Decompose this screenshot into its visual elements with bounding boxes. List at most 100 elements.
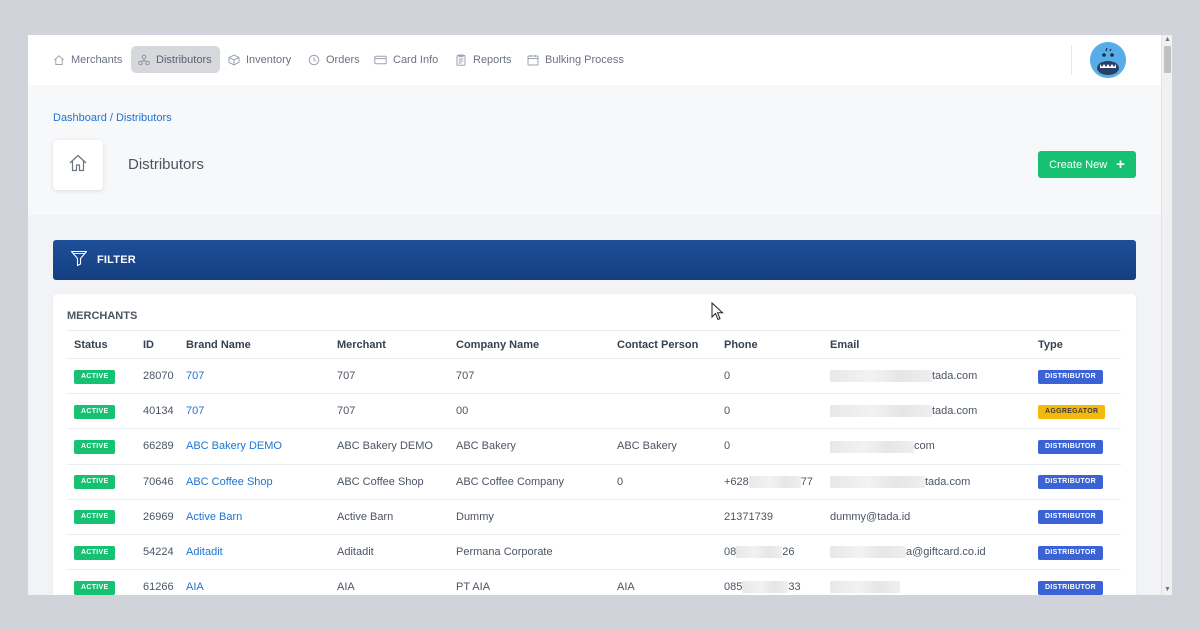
page-icon-tile xyxy=(53,140,103,190)
phone-suffix: 77 xyxy=(800,475,814,488)
nav-item-label: Card Info xyxy=(393,53,439,66)
table-row[interactable]: ACTIVE 26969 Active Barn Active Barn Dum… xyxy=(67,499,1121,535)
scroll-down-arrow-icon[interactable]: ▼ xyxy=(1164,586,1171,593)
brand-link[interactable]: Aditadit xyxy=(179,534,330,571)
cell-phone: 085 33 xyxy=(717,569,823,595)
table-row[interactable]: ACTIVE 54224 Aditadit Aditadit Permana C… xyxy=(67,534,1121,571)
column-header-email[interactable]: Email xyxy=(823,330,1031,359)
home-icon xyxy=(68,153,88,178)
nav-item-card-info[interactable]: Card Info xyxy=(368,46,446,73)
column-header-contact-person[interactable]: Contact Person xyxy=(610,330,717,359)
brand-link[interactable]: 707 xyxy=(179,393,330,430)
nav-item-bulking-process[interactable]: Bulking Process xyxy=(520,46,632,73)
table-row[interactable]: ACTIVE 40134 707 707 00 0 tada.com AGGRE… xyxy=(67,393,1121,430)
cell-phone: 0 xyxy=(717,393,823,430)
status-badge: ACTIVE xyxy=(74,439,116,454)
merchants-table: Status ID Brand Name Merchant Company Na… xyxy=(67,330,1121,595)
table-row[interactable]: ACTIVE 28070 707 707 707 0 tada.com DIST… xyxy=(67,358,1121,395)
column-header-brand-name[interactable]: Brand Name xyxy=(179,330,330,359)
email-suffix: tada.com xyxy=(932,370,978,383)
home-icon xyxy=(52,53,65,66)
nav-item-orders[interactable]: Orders xyxy=(301,46,368,73)
cell-contact: ABC Bakery xyxy=(610,428,717,465)
cell-phone: 08 26 xyxy=(717,534,823,571)
column-header-company-name[interactable]: Company Name xyxy=(449,330,610,359)
card-title: MERCHANTS xyxy=(67,310,138,322)
column-header-id[interactable]: ID xyxy=(136,330,179,359)
nav-item-inventory[interactable]: Inventory xyxy=(221,46,299,73)
redacted-text xyxy=(830,581,900,594)
table-row[interactable]: ACTIVE 66289 ABC Bakery DEMO ABC Bakery … xyxy=(67,428,1121,465)
scroll-up-arrow-icon[interactable]: ▲ xyxy=(1164,36,1171,43)
cell-email: tada.com xyxy=(823,393,1031,430)
cell-contact: AIA xyxy=(610,569,717,595)
cell-phone: 0 xyxy=(717,428,823,465)
table-row[interactable]: ACTIVE 70646 ABC Coffee Shop ABC Coffee … xyxy=(67,464,1121,500)
type-badge: DISTRIBUTOR xyxy=(1038,369,1104,384)
status-badge: ACTIVE xyxy=(74,369,116,384)
cell-contact xyxy=(610,358,717,395)
phone-suffix: 33 xyxy=(788,581,801,594)
page-title: Distributors xyxy=(128,156,204,173)
brand-link[interactable]: ABC Bakery DEMO xyxy=(179,428,330,465)
nav-divider xyxy=(1071,45,1072,75)
nav-item-distributors[interactable]: Distributors xyxy=(131,46,220,73)
nav-item-label: Inventory xyxy=(246,53,292,66)
scrollbar-thumb[interactable] xyxy=(1164,46,1171,73)
type-badge: DISTRIBUTOR xyxy=(1038,545,1104,560)
mouse-pointer-icon xyxy=(711,302,724,321)
cell-merchant: Active Barn xyxy=(330,499,449,535)
nav-item-merchants[interactable]: Merchants xyxy=(46,46,130,73)
brand-link[interactable]: Active Barn xyxy=(179,499,330,535)
status-badge: ACTIVE xyxy=(74,510,116,525)
redacted-text xyxy=(830,405,932,418)
cell-contact xyxy=(610,393,717,430)
brand-link[interactable]: ABC Coffee Shop xyxy=(179,464,330,500)
redacted-text xyxy=(748,475,801,488)
cell-email xyxy=(823,569,1031,595)
clock-icon xyxy=(307,53,320,66)
column-header-merchant[interactable]: Merchant xyxy=(330,330,449,359)
cell-company: ABC Coffee Company xyxy=(449,464,610,500)
cell-id: 70646 xyxy=(136,464,179,500)
cell-phone: +628 77 xyxy=(717,464,823,500)
cell-contact xyxy=(610,534,717,571)
nav-item-label: Reports xyxy=(473,53,512,66)
cell-company: Permana Corporate xyxy=(449,534,610,571)
redacted-text xyxy=(830,440,914,453)
breadcrumb[interactable]: Dashboard / Distributors xyxy=(53,112,172,124)
redacted-text xyxy=(830,475,925,488)
nav-item-label: Bulking Process xyxy=(545,53,624,66)
browser-window: Merchants Distributors Inventory Orders xyxy=(28,35,1172,595)
cell-merchant: Aditadit xyxy=(330,534,449,571)
nav-item-reports[interactable]: Reports xyxy=(448,46,520,73)
email-suffix: tada.com xyxy=(932,405,978,418)
create-new-button[interactable]: Create New + xyxy=(1038,151,1136,178)
avatar[interactable] xyxy=(1090,42,1126,78)
redacted-text xyxy=(830,370,932,383)
cell-id: 54224 xyxy=(136,534,179,571)
redacted-text xyxy=(736,546,783,559)
cell-id: 66289 xyxy=(136,428,179,465)
filter-toggle[interactable]: FILTER xyxy=(53,240,1136,280)
cell-merchant: ABC Coffee Shop xyxy=(330,464,449,500)
cell-company: ABC Bakery xyxy=(449,428,610,465)
nav-item-label: Orders xyxy=(326,53,360,66)
cell-id: 61266 xyxy=(136,569,179,595)
cell-merchant: 707 xyxy=(330,358,449,395)
column-header-phone[interactable]: Phone xyxy=(717,330,823,359)
status-badge: ACTIVE xyxy=(74,545,116,560)
cell-email: tada.com xyxy=(823,464,1031,500)
cell-contact xyxy=(610,499,717,535)
cell-email: tada.com xyxy=(823,358,1031,395)
email-suffix: tada.com xyxy=(925,475,971,488)
type-badge: DISTRIBUTOR xyxy=(1038,580,1104,595)
vertical-scrollbar[interactable]: ▲ ▼ xyxy=(1161,35,1172,595)
phone-prefix: 085 xyxy=(724,581,743,594)
cell-merchant: ABC Bakery DEMO xyxy=(330,428,449,465)
column-header-type[interactable]: Type xyxy=(1031,330,1121,359)
table-row[interactable]: ACTIVE 61266 AIA AIA PT AIA AIA 085 33 DI… xyxy=(67,569,1121,595)
brand-link[interactable]: 707 xyxy=(179,358,330,395)
column-header-status[interactable]: Status xyxy=(67,330,136,359)
brand-link[interactable]: AIA xyxy=(179,569,330,595)
